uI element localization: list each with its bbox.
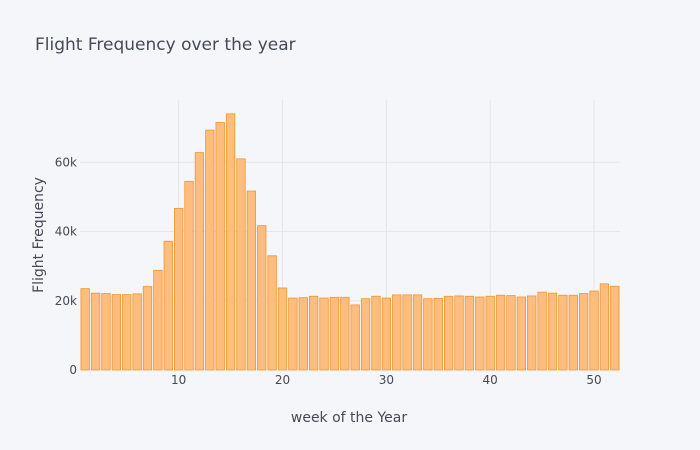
bar-week-7: [142, 286, 153, 371]
bar-week-26: [340, 296, 350, 371]
bar-week-20: [277, 287, 288, 371]
bar-week-43: [516, 296, 527, 371]
y-axis-title: Flight Frequency: [31, 177, 47, 293]
bar-week-17: [246, 190, 257, 371]
y-tick-label: 60k: [55, 155, 77, 169]
bar-week-44: [527, 295, 537, 371]
bar-week-51: [599, 283, 610, 371]
chart-title: Flight Frequency over the year: [35, 35, 296, 55]
bar-week-29: [371, 295, 381, 371]
bar-week-39: [475, 296, 485, 371]
bar-week-50: [589, 290, 599, 371]
bar-week-30: [381, 297, 392, 371]
bar-week-19: [267, 255, 277, 371]
bar-week-13: [205, 129, 215, 371]
bar-week-32: [402, 294, 412, 371]
bar-week-21: [288, 297, 298, 371]
bar-week-34: [423, 298, 433, 371]
y-tick-label: 20k: [55, 294, 77, 308]
bar-week-36: [443, 295, 454, 371]
bar-week-24: [319, 297, 329, 371]
bar-week-18: [257, 225, 267, 371]
bar-week-49: [579, 293, 589, 371]
bars: [80, 113, 620, 371]
bar-week-41: [495, 294, 506, 371]
bar-week-31: [392, 294, 402, 371]
x-axis-title: week of the Year: [291, 410, 407, 426]
bar-week-47: [558, 294, 568, 371]
bar-week-28: [360, 298, 371, 371]
bar-week-42: [506, 295, 516, 371]
bar-week-52: [610, 285, 620, 371]
y-tick-label: 0: [69, 363, 77, 377]
bar-week-2: [90, 292, 101, 371]
bar-week-35: [433, 297, 443, 371]
bar-week-40: [485, 295, 495, 371]
bar-week-46: [547, 292, 558, 371]
bar-week-6: [132, 293, 142, 371]
bar-week-5: [122, 294, 132, 371]
bar-week-15: [225, 113, 236, 371]
bar-week-16: [236, 158, 246, 371]
bar-week-48: [568, 294, 578, 371]
x-tick-label: 30: [379, 373, 394, 387]
bar-week-10: [173, 207, 184, 371]
bar-week-25: [329, 296, 340, 371]
bar-week-33: [412, 294, 423, 371]
bar-week-45: [537, 291, 547, 371]
bar-week-12: [194, 152, 205, 371]
y-axis-ticks: 0 20k 40k 60k: [55, 155, 77, 377]
x-tick-label: 10: [171, 373, 186, 387]
x-tick-label: 20: [275, 373, 290, 387]
x-axis-ticks: 10 20 30 40 50: [171, 373, 602, 387]
bar-week-38: [464, 295, 475, 371]
bar-week-22: [298, 297, 308, 371]
bar-week-37: [454, 295, 464, 371]
bar-week-11: [184, 180, 194, 371]
bar-week-3: [101, 293, 111, 371]
x-tick-label: 50: [586, 373, 601, 387]
bar-week-27: [350, 304, 360, 371]
bar-week-23: [308, 295, 319, 371]
bar-week-1: [80, 288, 90, 371]
bar-week-9: [163, 240, 173, 371]
bar-week-4: [111, 294, 122, 371]
x-tick-label: 40: [483, 373, 498, 387]
bar-week-14: [215, 122, 225, 371]
y-tick-label: 40k: [55, 225, 77, 239]
bar-week-8: [153, 269, 163, 371]
